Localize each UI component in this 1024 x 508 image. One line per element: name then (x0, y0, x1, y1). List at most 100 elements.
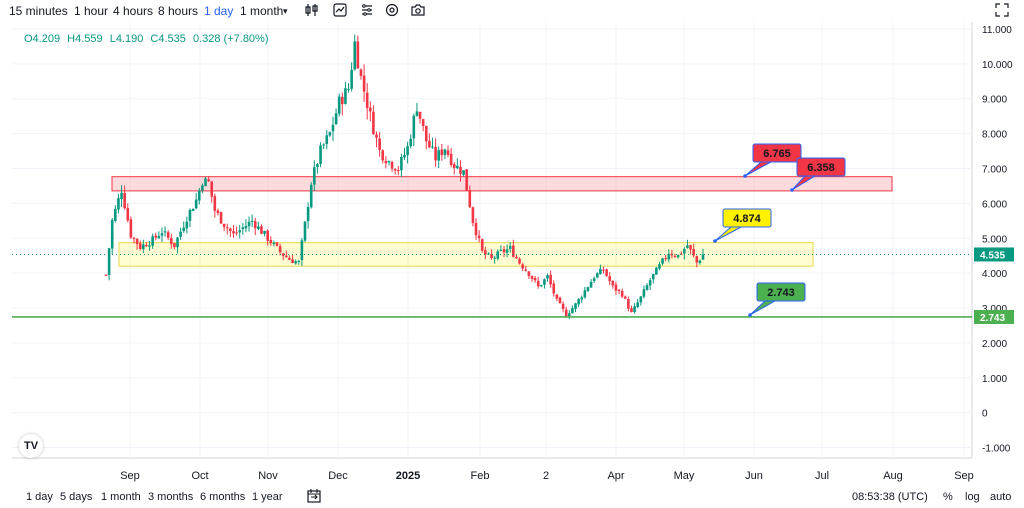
candle-body (185, 221, 189, 229)
candle-body (266, 230, 269, 241)
candle-body (381, 150, 385, 161)
callout-label: 6.765 (763, 148, 791, 160)
y-tick-label: 7.000 (982, 164, 1007, 175)
timeframe-15-minutes[interactable]: 15 minutes (9, 4, 68, 18)
range-1-day[interactable]: 1 day (26, 491, 53, 503)
range-3-months[interactable]: 3 months (148, 491, 194, 503)
y-tick-label: 0 (982, 409, 988, 420)
timeframe-8-hours[interactable]: 8 hours (158, 4, 199, 18)
candle-body (605, 269, 608, 276)
candle-body (636, 302, 640, 307)
callout-anchor (743, 174, 747, 178)
ohlc-high: H4.559 (67, 33, 103, 45)
top-toolbar: 15 minutes 1 hour 4 hours 8 hours 1 day … (0, 0, 1024, 22)
tradingview-logo[interactable]: TV (19, 434, 43, 458)
candle-body (396, 169, 400, 171)
candle-body (281, 253, 285, 256)
chevron-down-icon[interactable]: ▾ (283, 6, 288, 16)
log-toggle[interactable]: log (965, 491, 980, 503)
candle-body (692, 248, 695, 256)
candle-body (456, 165, 459, 169)
candle-body (322, 144, 325, 146)
candle-body (512, 245, 515, 257)
candle-body (375, 134, 378, 138)
candle-body (253, 221, 257, 229)
range-5-days[interactable]: 5 days (60, 491, 93, 503)
indicator-icon[interactable] (305, 3, 319, 17)
candle-body (387, 161, 391, 163)
candle-body (204, 178, 207, 187)
candle-body (350, 69, 353, 89)
timeframe-1-month[interactable]: 1 month (240, 4, 284, 18)
camera-icon[interactable] (411, 3, 425, 17)
candle-body (564, 309, 568, 317)
callout-box (796, 157, 846, 177)
timeframe-4-hours[interactable]: 4 hours (113, 4, 154, 18)
callout-label: 6.358 (807, 162, 835, 174)
x-tick-label: Jun (745, 470, 763, 482)
auto-toggle[interactable]: auto (990, 491, 1012, 503)
candle-body (602, 269, 605, 271)
candle-body (297, 261, 301, 263)
candle-body (353, 41, 357, 70)
current-price-badge-label: 4.535 (980, 250, 1005, 261)
range-6-months[interactable]: 6 months (200, 491, 246, 503)
chart-lines (12, 253, 972, 318)
candle-body (182, 227, 186, 232)
candle-body (418, 111, 422, 119)
candle-body (608, 276, 612, 282)
candle-body (219, 212, 223, 224)
fullscreen-icon[interactable] (995, 3, 1009, 17)
y-tick-label: 10.000 (982, 60, 1013, 71)
utc-clock[interactable]: 08:53:38 (UTC) (852, 491, 928, 503)
candle-body (592, 278, 596, 281)
candle-body (599, 268, 602, 275)
candle-body (540, 285, 543, 287)
candle-body (300, 240, 304, 261)
candle-body (689, 245, 692, 250)
settings-icon[interactable] (385, 3, 399, 17)
x-tick-label: Sep (120, 470, 140, 482)
candle-body (487, 253, 490, 255)
candle-body (393, 169, 397, 171)
current-price-badge (974, 247, 1014, 262)
candle-body (589, 281, 593, 288)
candle-body (166, 232, 170, 238)
candle-body (151, 236, 154, 246)
candle-body (651, 273, 655, 280)
timeframe-1-day[interactable]: 1 day (204, 4, 234, 18)
candle-body (257, 226, 260, 229)
range-1-month[interactable]: 1 month (101, 491, 141, 503)
candle-body (530, 275, 534, 279)
candle-body (505, 249, 509, 253)
candle-body (499, 249, 503, 251)
candle-body (462, 170, 465, 175)
candle-body (344, 88, 347, 104)
candle-body (160, 233, 164, 236)
candle-body (135, 238, 139, 245)
candle-body (670, 253, 674, 256)
alert-icon[interactable] (360, 3, 374, 17)
range-1-year[interactable]: 1 year (252, 491, 283, 503)
y-tick-label: 6.000 (982, 199, 1007, 210)
chart-grid (12, 22, 973, 459)
x-tick-label: Aug (883, 470, 903, 482)
x-axis: Sep Oct Nov Dec 2025 Feb 2 Apr May Jun Jul Aug Sep (120, 470, 974, 482)
x-tick-label: Feb (471, 470, 490, 482)
x-tick-label: May (674, 470, 695, 482)
date-range-icon[interactable] (307, 489, 321, 506)
candle-body (303, 221, 307, 241)
candle-body (191, 208, 195, 211)
candle-body (412, 115, 416, 139)
candle-body (197, 190, 201, 201)
candle-body (536, 281, 540, 287)
price-chart[interactable]: 11.000 10.000 9.000 8.000 7.000 6.000 5.000 4.0… (0, 0, 1024, 484)
timeframe-1-hour[interactable]: 1 hour (74, 4, 109, 18)
percent-toggle[interactable]: % (943, 491, 953, 503)
candle-body (201, 185, 204, 191)
resistance-zone (111, 176, 893, 192)
compare-icon[interactable] (333, 3, 347, 17)
candle-body (583, 290, 587, 298)
y-tick-label: 11.000 (982, 25, 1012, 36)
candle-body (250, 220, 254, 222)
